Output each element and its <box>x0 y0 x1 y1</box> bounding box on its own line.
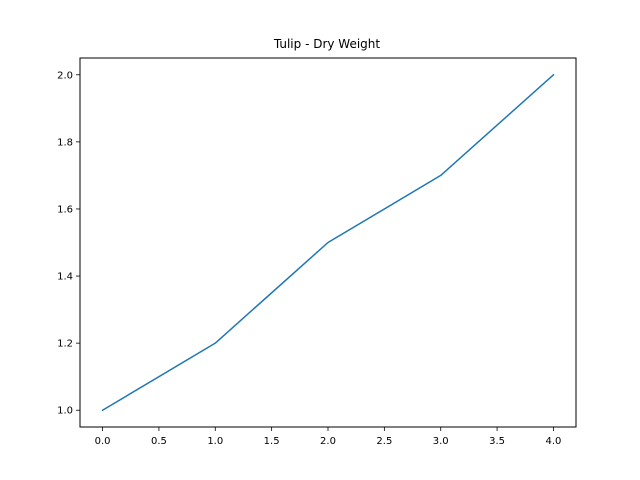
y-tick-label: 2.0 <box>57 70 73 81</box>
y-tick-label: 1.0 <box>57 406 73 417</box>
x-tick-label: 1.5 <box>264 436 280 447</box>
x-tick-label: 1.0 <box>207 436 223 447</box>
x-tick-label: 2.0 <box>320 436 336 447</box>
chart-title: Tulip - Dry Weight <box>273 37 381 51</box>
y-tick-label: 1.2 <box>57 339 73 350</box>
x-tick-label: 3.0 <box>433 436 449 447</box>
x-axis: 0.0 0.5 1.0 1.5 2.0 2.5 3.0 3.5 4.0 <box>95 427 562 447</box>
y-tick-label: 1.6 <box>57 204 73 215</box>
x-tick-label: 4.0 <box>546 436 562 447</box>
x-tick-label: 2.5 <box>376 436 392 447</box>
y-tick-label: 1.4 <box>57 272 73 283</box>
y-axis: 1.0 1.2 1.4 1.6 1.8 2.0 <box>57 70 80 417</box>
x-tick-label: 0.0 <box>95 436 111 447</box>
x-tick-label: 0.5 <box>151 436 167 447</box>
y-tick-label: 1.8 <box>57 137 73 148</box>
plot-area <box>101 73 555 412</box>
x-tick-label: 3.5 <box>489 436 505 447</box>
